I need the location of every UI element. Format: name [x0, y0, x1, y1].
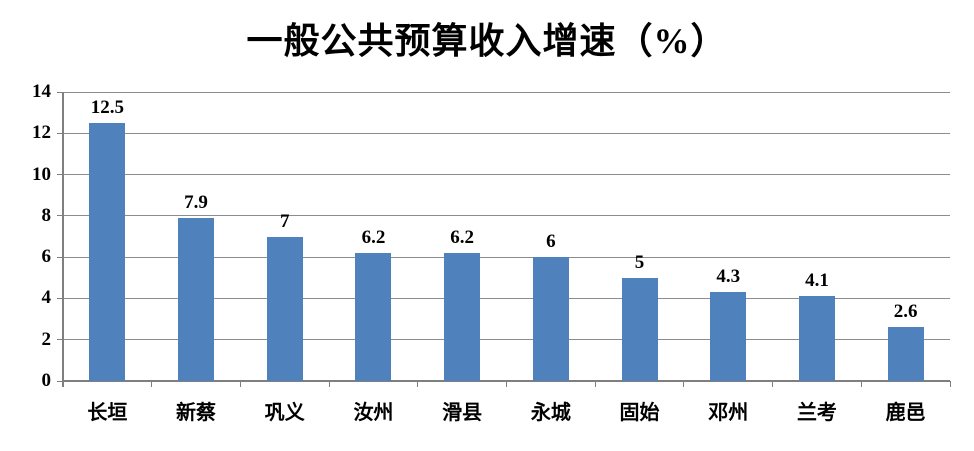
x-axis-label: 新蔡 [176, 402, 217, 424]
bar-汝州 [355, 253, 392, 381]
bar-value-label: 6.2 [450, 227, 475, 248]
gridline [63, 215, 950, 217]
bar-value-label: 6.2 [361, 227, 386, 248]
bar-永城 [532, 257, 569, 381]
y-axis-label: 8 [41, 204, 52, 226]
bar-value-label: 5 [634, 251, 645, 273]
x-axis-label: 固始 [619, 402, 660, 424]
bar-value-label: 7 [280, 210, 290, 232]
x-tick [860, 381, 862, 387]
x-tick [62, 381, 64, 387]
x-axis-label: 邓州 [708, 402, 749, 424]
bar-鹿邑 [887, 327, 924, 381]
y-axis-line [62, 92, 64, 387]
y-axis-label: 12 [32, 122, 51, 144]
gridline [63, 256, 950, 258]
gridline [63, 174, 950, 176]
x-tick [328, 381, 330, 387]
bar-巩义 [266, 236, 303, 381]
y-axis-label: 14 [32, 81, 51, 102]
x-tick [683, 381, 685, 387]
bar-value-label: 7.9 [184, 191, 208, 213]
bar-value-label: 4.1 [805, 270, 829, 292]
y-tick [57, 215, 63, 217]
bar-value-label: 4.3 [716, 266, 741, 288]
x-tick [506, 381, 507, 387]
x-tick [949, 381, 951, 387]
x-axis-label: 长垣 [87, 402, 128, 424]
x-axis-label: 巩义 [264, 402, 305, 424]
x-tick [239, 381, 241, 387]
y-tick [57, 91, 63, 93]
y-tick [57, 380, 63, 382]
x-tick [417, 381, 419, 387]
bar-邓州 [710, 292, 747, 381]
x-axis-label: 鹿邑 [885, 402, 926, 424]
bar-兰考 [798, 296, 835, 381]
y-tick [57, 339, 63, 341]
y-axis-label: 2 [41, 328, 52, 350]
bar-新蔡 [178, 217, 215, 381]
y-axis-label: 0 [41, 370, 52, 391]
x-tick [772, 381, 774, 387]
y-tick [57, 256, 63, 258]
y-axis-label: 6 [41, 246, 52, 268]
bar-滑县 [444, 253, 481, 381]
x-axis-label: 滑县 [442, 402, 483, 424]
bar-长垣 [89, 122, 126, 381]
y-tick [57, 174, 63, 176]
gridline [63, 297, 950, 299]
x-axis-label: 兰考 [796, 402, 837, 424]
x-axis-label: 永城 [530, 402, 571, 424]
bar-value-label: 2.6 [893, 301, 918, 323]
bar-value-label: 12.5 [90, 96, 124, 118]
x-tick [594, 381, 596, 387]
gridline [63, 91, 950, 93]
y-tick [57, 132, 63, 134]
y-axis-label: 10 [32, 163, 51, 185]
x-tick [151, 381, 153, 387]
bar-固始 [621, 277, 658, 381]
y-axis-label: 4 [41, 287, 52, 309]
gridline [63, 132, 950, 134]
bar-value-label: 6 [546, 231, 556, 253]
y-tick [57, 297, 63, 299]
chart-title: 一般公共预算收入增速（%） [246, 21, 728, 61]
x-axis-label: 汝州 [353, 402, 394, 424]
gridline [63, 339, 950, 341]
